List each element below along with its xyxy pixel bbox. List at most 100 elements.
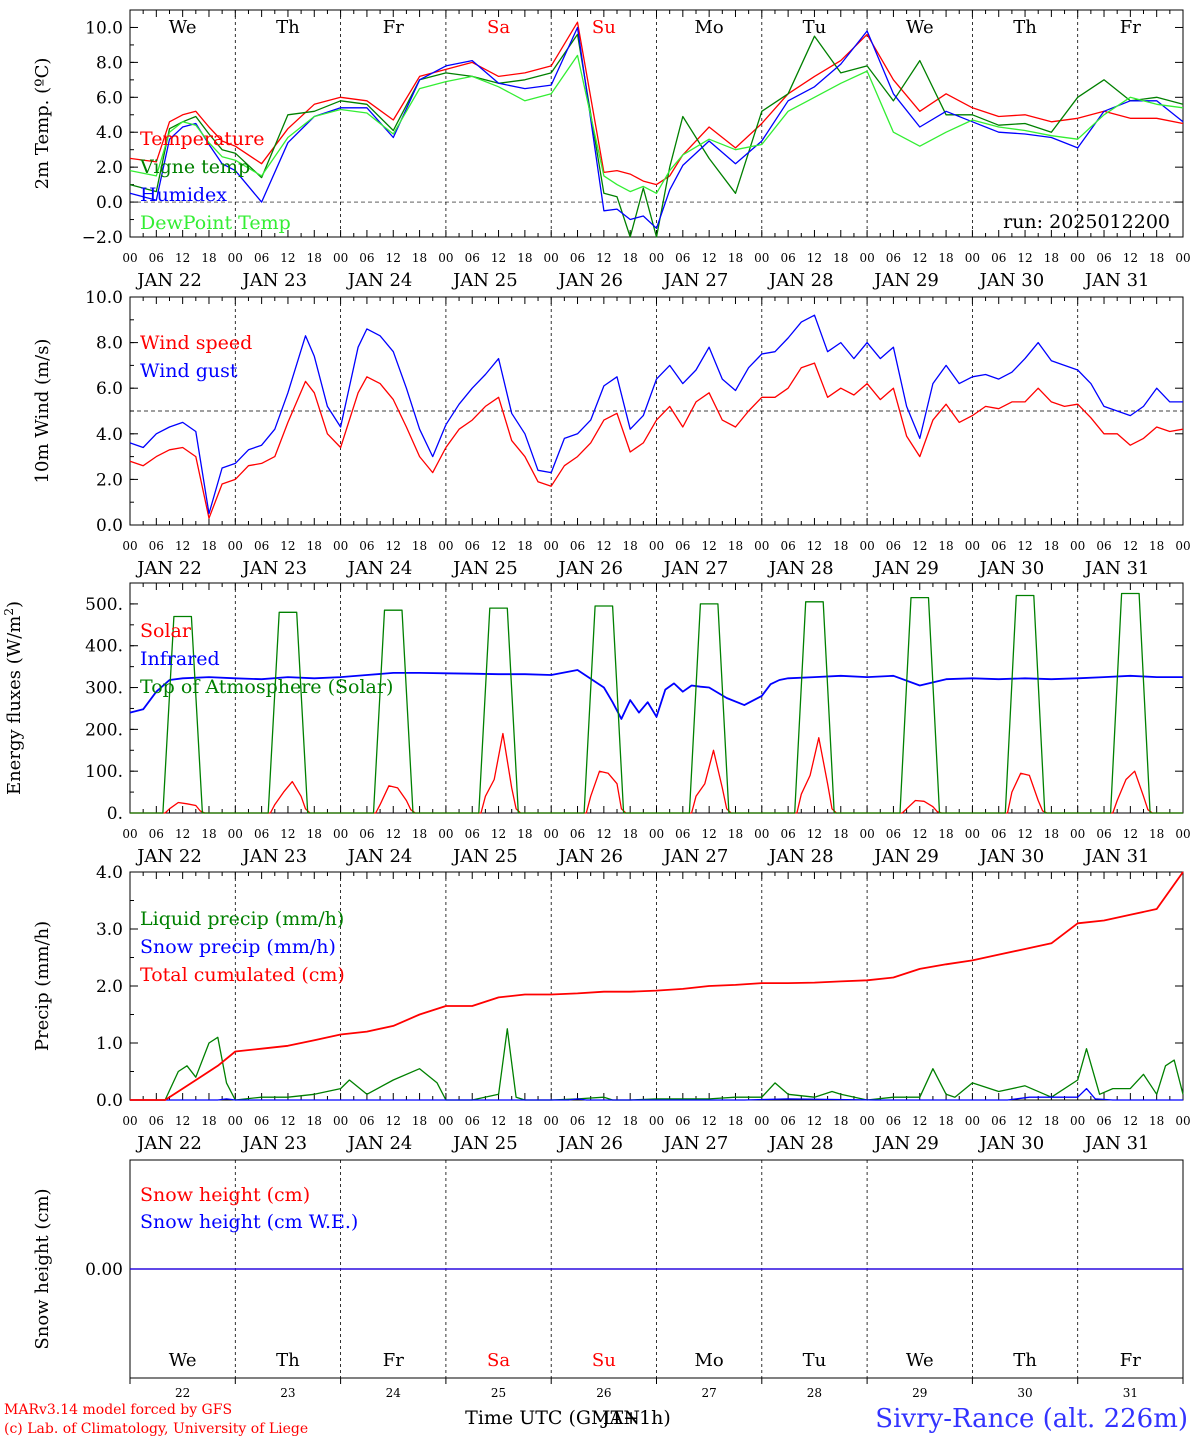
hour-tick-label: 18 <box>833 827 848 841</box>
hour-tick-label: 00 <box>649 251 664 265</box>
date-label: JAN 31 <box>1083 270 1150 291</box>
day-number: 29 <box>912 1386 927 1400</box>
hour-tick-label: 18 <box>1044 1114 1059 1128</box>
hour-tick-label: 12 <box>596 1114 611 1128</box>
temp-legend-item: Humidex <box>140 184 227 206</box>
hour-tick-label: 12 <box>386 827 401 841</box>
date-label: JAN 22 <box>135 1133 202 1154</box>
date-label: JAN 24 <box>346 846 413 867</box>
energy-panel: 0. 100. 200. 300. 400. 500. Energy fluxes (W/m… <box>2 582 1191 867</box>
hour-tick-label: 06 <box>886 251 901 265</box>
date-label: JAN 23 <box>240 846 307 867</box>
date-label: JAN 23 <box>240 1133 307 1154</box>
hour-tick-label: 00 <box>228 1114 243 1128</box>
hour-tick-label: 06 <box>991 827 1006 841</box>
hour-tick-label: 00 <box>122 539 137 553</box>
hour-tick-label: 12 <box>1123 827 1138 841</box>
hour-tick-label: 18 <box>623 251 638 265</box>
hour-tick-label: 18 <box>517 1114 532 1128</box>
hour-tick-label: 12 <box>1123 251 1138 265</box>
hour-tick-label: 12 <box>912 251 927 265</box>
date-label: JAN 26 <box>556 558 623 579</box>
energy-legend-item: Solar <box>140 620 192 642</box>
date-label: JAN 25 <box>451 558 518 579</box>
hour-tick-label: 18 <box>728 1114 743 1128</box>
hour-tick-label: 06 <box>465 251 480 265</box>
date-label: JAN 25 <box>451 1133 518 1154</box>
hour-tick-label: 12 <box>702 539 717 553</box>
temp-series-3 <box>129 54 1184 194</box>
hour-tick-label: 12 <box>491 827 506 841</box>
precip-legend-item: Snow precip (mm/h) <box>140 936 336 958</box>
date-label: JAN 31 <box>1083 1133 1150 1154</box>
hour-tick-label: 18 <box>623 827 638 841</box>
snow-ytick-label: 0.00 <box>85 1260 123 1280</box>
date-label: JAN 29 <box>872 1133 939 1154</box>
hour-tick-label: 12 <box>912 539 927 553</box>
hour-tick-label: 00 <box>1070 539 1085 553</box>
hour-tick-label: 00 <box>859 1114 874 1128</box>
hour-tick-label: 06 <box>675 827 690 841</box>
hour-tick-label: 12 <box>807 539 822 553</box>
date-label: JAN 29 <box>872 846 939 867</box>
hour-tick-label: 12 <box>702 1114 717 1128</box>
hour-tick-label: 12 <box>1017 827 1032 841</box>
energy-legend-item: Infrared <box>140 648 220 670</box>
day-abbr: Fr <box>383 1350 404 1371</box>
energy-ytick-label: 200. <box>85 720 123 740</box>
hour-tick-label: 00 <box>544 251 559 265</box>
hour-tick-label: 12 <box>1123 1114 1138 1128</box>
temp-series-0 <box>129 21 1184 186</box>
hour-tick-label: 06 <box>570 827 585 841</box>
date-label: JAN 29 <box>872 270 939 291</box>
hour-tick-label: 00 <box>754 539 769 553</box>
hour-tick-label: 00 <box>438 251 453 265</box>
time-axis-label: Time UTC (GMT+1h) <box>465 1407 671 1429</box>
hour-tick-label: 00 <box>859 827 874 841</box>
lab-credit: (c) Lab. of Climatology, University of L… <box>4 1421 308 1437</box>
day-number: 25 <box>491 1386 506 1400</box>
precip-legend-item: Total cumulated (cm) <box>140 964 345 986</box>
hour-tick-label: 18 <box>728 827 743 841</box>
hour-tick-label: 18 <box>307 251 322 265</box>
day-abbr: Su <box>592 1350 616 1371</box>
hour-tick-label: 18 <box>1149 251 1164 265</box>
hour-tick-label: 12 <box>491 251 506 265</box>
day-abbr: Th <box>1013 1350 1037 1371</box>
hour-tick-label: 00 <box>438 827 453 841</box>
hour-tick-label: 12 <box>1017 1114 1032 1128</box>
date-label: JAN 27 <box>662 270 729 291</box>
wind-ytick-label: 6.0 <box>96 379 123 399</box>
date-label: JAN 24 <box>346 270 413 291</box>
hour-tick-label: 06 <box>149 1114 164 1128</box>
day-abbr: Sa <box>487 17 510 38</box>
day-number: 22 <box>175 1386 190 1400</box>
hour-tick-label: 00 <box>438 539 453 553</box>
hour-tick-label: 12 <box>596 827 611 841</box>
hour-tick-label: 12 <box>596 539 611 553</box>
hour-tick-label: 00 <box>649 1114 664 1128</box>
wind-ylabel: 10m Wind (m/s) <box>32 339 53 484</box>
hour-tick-label: 06 <box>1096 827 1111 841</box>
hour-tick-label: 12 <box>702 251 717 265</box>
temp-panel: −2.0 0.0 2.0 4.0 6.0 8.0 10.0 2m Temp. (ºC) Temp… <box>32 9 1191 291</box>
date-label: JAN 28 <box>767 558 834 579</box>
snow-legend-item: Snow height (cm W.E.) <box>140 1211 358 1233</box>
day-number: 30 <box>1017 1386 1032 1400</box>
hour-tick-label: 06 <box>570 1114 585 1128</box>
energy-ytick-label: 0. <box>107 804 123 824</box>
temp-series-2 <box>129 26 1184 229</box>
hour-tick-label: 00 <box>965 539 980 553</box>
day-number: 31 <box>1123 1386 1138 1400</box>
hour-tick-label: 00 <box>649 827 664 841</box>
hour-tick-label: 06 <box>149 539 164 553</box>
precip-ytick-label: 1.0 <box>96 1034 123 1054</box>
hour-tick-label: 00 <box>228 827 243 841</box>
hour-tick-label: 00 <box>754 827 769 841</box>
date-label: JAN 26 <box>556 270 623 291</box>
time-axis-overlap-label: JAN <box>600 1407 640 1429</box>
temp-legend-item: DewPoint Temp <box>140 212 291 234</box>
energy-legend-item: Top of Atmosphere (Solar) <box>140 676 393 698</box>
date-label: JAN 27 <box>662 846 729 867</box>
hour-tick-label: 12 <box>912 1114 927 1128</box>
